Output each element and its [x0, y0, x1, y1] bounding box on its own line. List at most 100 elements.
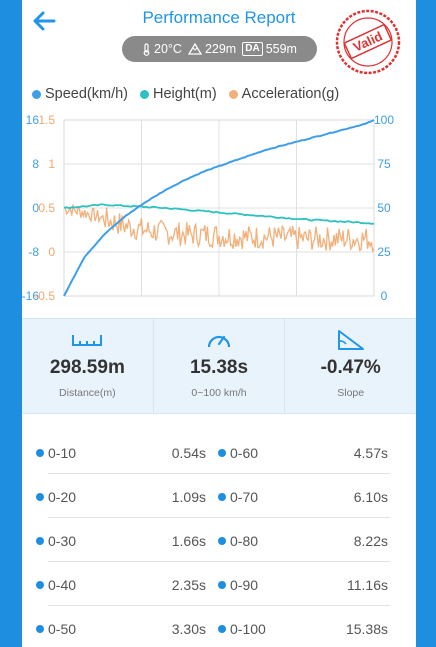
bullet-dot [36, 493, 44, 501]
acceleration-tick-label: 0 [48, 245, 55, 259]
legend-item-speed: Speed(km/h) [32, 86, 128, 102]
report-screen: Performance Report 20°C 229m DA 559m Val… [22, 0, 416, 647]
split-row: 0-20 1.09s 0-70 6.10s [22, 474, 416, 518]
stat-time-value: 15.38s [189, 357, 249, 378]
split-right-label-text: 0-70 [230, 489, 259, 505]
height-tick-label: 16 [26, 113, 40, 127]
split-right-time: 15.38s [345, 621, 388, 637]
height-tick-label: 8 [32, 157, 39, 171]
conditions-badge: 20°C 229m DA 559m [122, 36, 317, 62]
bullet-dot [218, 537, 226, 545]
split-left-label: 0-10 [36, 445, 76, 461]
bullet-dot [36, 625, 44, 633]
speed-tick-label: 50 [377, 201, 391, 215]
arrow-left-icon [33, 11, 56, 31]
split-left-label-text: 0-20 [48, 489, 77, 505]
stat-distance-value: 298.59m [49, 357, 125, 378]
left-edge-bar [0, 0, 22, 647]
speed-tick-label: 75 [377, 157, 391, 171]
bullet-dot [36, 449, 44, 457]
stat-time-caption: 0~100 km/h [191, 387, 247, 399]
split-left-label-text: 0-40 [48, 577, 77, 593]
speed-tick-label: 25 [377, 245, 391, 259]
density-altitude-value: 559m [265, 42, 297, 56]
row-divider [48, 473, 390, 474]
legend-dot-speed [32, 89, 41, 99]
legend-item-acceleration: Acceleration(g) [228, 86, 339, 102]
split-row: 0-40 2.35s 0-90 11.16s [22, 562, 416, 606]
stat-slope: -0.47% Slope [285, 319, 416, 413]
acceleration-tick-label: 1 [48, 157, 55, 171]
split-row: 0-10 0.54s 0-60 4.57s [22, 430, 416, 474]
temperature-item: 20°C [142, 42, 182, 56]
legend-item-height: Height(m) [140, 86, 217, 102]
split-right-time: 8.22s [353, 533, 388, 549]
page-title: Performance Report [142, 8, 296, 27]
split-row: 0-30 1.66s 0-80 8.22s [22, 518, 416, 562]
ruler-icon [72, 335, 103, 346]
split-right-label-text: 0-60 [230, 445, 259, 461]
slope-icon [337, 330, 364, 350]
bullet-dot [218, 449, 226, 457]
split-left-label-text: 0-30 [48, 533, 77, 549]
row-divider [48, 517, 390, 518]
da-label: DA [242, 42, 263, 56]
split-left-label-text: 0-10 [48, 445, 77, 461]
back-button[interactable] [28, 6, 60, 36]
split-right-time: 6.10s [353, 489, 388, 505]
split-right-label: 0-100 [218, 621, 266, 637]
mountain-icon [187, 43, 202, 55]
thermometer-icon [143, 42, 150, 56]
split-left-time: 3.30s [171, 621, 206, 637]
split-row: 0-50 3.30s 0-100 15.38s [22, 606, 416, 647]
legend-label-height: Height(m) [153, 86, 217, 102]
stat-slope-value: -0.47% [320, 357, 381, 378]
stat-slope-caption: Slope [337, 387, 365, 399]
split-right-label: 0-90 [218, 577, 258, 593]
height-series-line [63, 203, 375, 225]
bullet-dot [218, 581, 226, 589]
split-left-time: 0.54s [171, 445, 206, 461]
split-right-label: 0-80 [218, 533, 258, 549]
altitude-item: 229m [187, 42, 237, 56]
acceleration-series-line [63, 204, 375, 254]
split-right-label-text: 0-90 [230, 577, 259, 593]
valid-stamp-icon: Valid [335, 9, 401, 75]
altitude-value: 229m [204, 42, 237, 56]
acceleration-tick-label: 0.5 [38, 201, 55, 215]
split-left-label: 0-50 [36, 621, 76, 637]
density-altitude-item: DA 559m [242, 42, 297, 56]
split-right-label-text: 0-100 [230, 621, 266, 637]
split-right-label-text: 0-80 [230, 533, 259, 549]
split-left-time: 1.09s [171, 489, 206, 505]
split-left-time: 2.35s [171, 577, 206, 593]
split-left-label: 0-20 [36, 489, 76, 505]
speed-tick-label: 100 [374, 113, 394, 127]
stats-panel: 298.59m Distance(m) 15.38s 0~100 km/h -0… [22, 318, 416, 414]
acceleration-tick-label: 1.5 [38, 113, 55, 127]
acceleration-tick-label: -0.5 [34, 289, 55, 303]
stat-distance: 298.59m Distance(m) [22, 319, 154, 413]
split-left-label: 0-30 [36, 533, 76, 549]
bullet-dot [36, 537, 44, 545]
row-divider [48, 605, 390, 606]
stat-acceleration-time: 15.38s 0~100 km/h [154, 319, 286, 413]
split-left-label-text: 0-50 [48, 621, 77, 637]
split-right-time: 4.57s [353, 445, 388, 461]
split-right-label: 0-60 [218, 445, 258, 461]
stat-distance-caption: Distance(m) [59, 387, 116, 399]
legend-dot-height [140, 89, 150, 99]
speedometer-icon [207, 335, 231, 348]
split-times-list: 0-10 0.54s 0-60 4.57s 0-20 1.09s 0-70 6.10s 0-30… [22, 430, 416, 647]
split-right-time: 11.16s [347, 577, 388, 593]
temperature-value: 20°C [154, 42, 182, 56]
bullet-dot [36, 581, 44, 589]
speed-series-line [63, 119, 375, 297]
height-tick-label: 0 [32, 201, 39, 215]
legend-dot-acceleration [228, 89, 238, 99]
split-right-label: 0-70 [218, 489, 258, 505]
height-tick-label: -16 [22, 289, 39, 303]
split-left-time: 1.66s [171, 533, 206, 549]
bullet-dot [218, 493, 226, 501]
right-edge-bar [416, 0, 436, 647]
